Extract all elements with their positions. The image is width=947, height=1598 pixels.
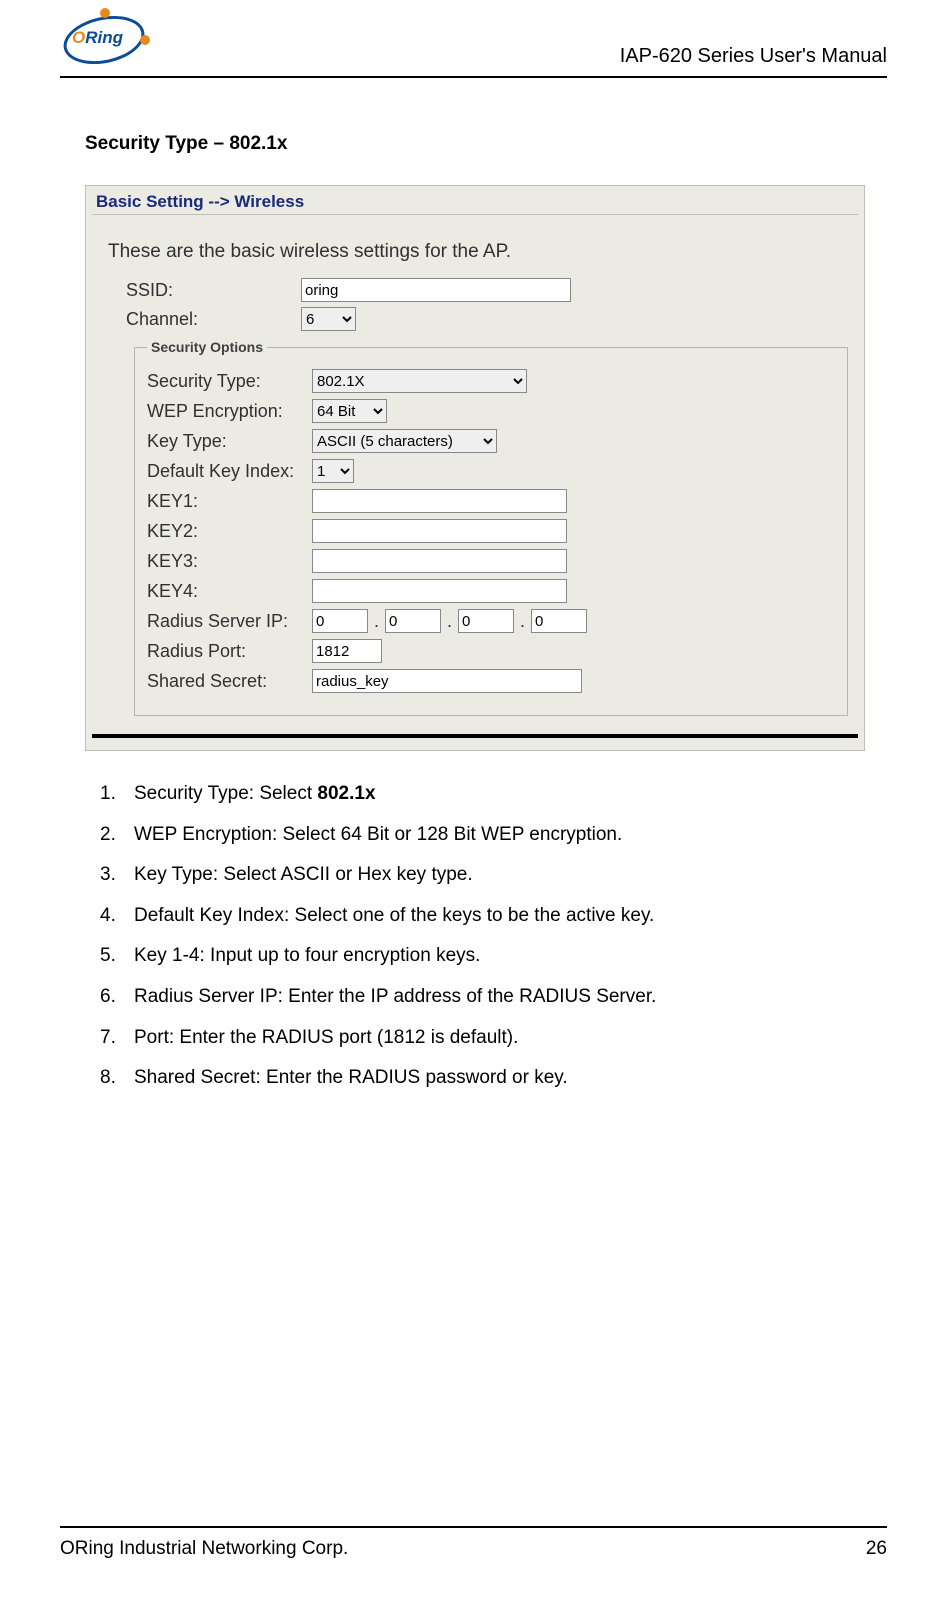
- radius-port-input[interactable]: [312, 639, 382, 663]
- instruction-number: 4.: [100, 903, 134, 930]
- instruction-number: 1.: [100, 781, 134, 808]
- breadcrumb: Basic Setting --> Wireless: [96, 192, 304, 211]
- default-key-index-select[interactable]: 1: [312, 459, 354, 483]
- channel-select[interactable]: 6: [301, 307, 356, 331]
- intro-text: These are the basic wireless settings fo…: [86, 215, 864, 273]
- key2-input[interactable]: [312, 519, 567, 543]
- ssid-input[interactable]: [301, 278, 571, 302]
- shared-secret-label: Shared Secret:: [147, 671, 312, 692]
- instruction-text: Shared Secret: Enter the RADIUS password…: [134, 1065, 568, 1092]
- instruction-text: WEP Encryption: Select 64 Bit or 128 Bit…: [134, 822, 622, 849]
- logo-text-o: O: [72, 28, 85, 47]
- instruction-text: Security Type: Select 802.1x: [134, 781, 376, 808]
- instruction-text: Port: Enter the RADIUS port (1812 is def…: [134, 1025, 518, 1052]
- instruction-item: 7.Port: Enter the RADIUS port (1812 is d…: [100, 1025, 887, 1052]
- instruction-item: 2.WEP Encryption: Select 64 Bit or 128 B…: [100, 822, 887, 849]
- instruction-number: 5.: [100, 943, 134, 970]
- radius-ip-oct1-input[interactable]: [312, 609, 368, 633]
- key2-label: KEY2:: [147, 521, 312, 542]
- ip-dot: .: [514, 611, 531, 632]
- ip-dot: .: [441, 611, 458, 632]
- instruction-text: Key 1-4: Input up to four encryption key…: [134, 943, 480, 970]
- security-type-select[interactable]: 802.1X: [312, 369, 527, 393]
- footer-page-number: 26: [866, 1538, 887, 1560]
- security-type-label: Security Type:: [147, 371, 312, 392]
- instruction-item: 6.Radius Server IP: Enter the IP address…: [100, 984, 887, 1011]
- instruction-number: 2.: [100, 822, 134, 849]
- default-key-index-label: Default Key Index:: [147, 461, 312, 482]
- instructions-list: 1.Security Type: Select 802.1x2.WEP Encr…: [100, 781, 887, 1092]
- key3-input[interactable]: [312, 549, 567, 573]
- section-title: Security Type – 802.1x: [85, 133, 887, 155]
- footer-company: ORing Industrial Networking Corp.: [60, 1538, 348, 1560]
- instruction-item: 5.Key 1-4: Input up to four encryption k…: [100, 943, 887, 970]
- instruction-text: Key Type: Select ASCII or Hex key type.: [134, 862, 473, 889]
- instruction-number: 6.: [100, 984, 134, 1011]
- shared-secret-input[interactable]: [312, 669, 582, 693]
- radius-ip-oct3-input[interactable]: [458, 609, 514, 633]
- radius-ip-label: Radius Server IP:: [147, 611, 312, 632]
- key-type-select[interactable]: ASCII (5 characters): [312, 429, 497, 453]
- logo-text-ring: Ring: [85, 28, 123, 47]
- instruction-item: 8.Shared Secret: Enter the RADIUS passwo…: [100, 1065, 887, 1092]
- instruction-number: 7.: [100, 1025, 134, 1052]
- logo: ORing: [60, 10, 150, 70]
- page-footer: ORing Industrial Networking Corp. 26: [60, 1526, 887, 1560]
- security-fieldset: Security Options Security Type: 802.1X W…: [134, 339, 848, 716]
- instruction-item: 4.Default Key Index: Select one of the k…: [100, 903, 887, 930]
- ssid-label: SSID:: [126, 280, 301, 301]
- wep-encryption-label: WEP Encryption:: [147, 401, 312, 422]
- config-screenshot: Basic Setting --> Wireless These are the…: [85, 185, 865, 751]
- channel-label: Channel:: [126, 309, 301, 330]
- wep-encryption-select[interactable]: 64 Bit: [312, 399, 387, 423]
- instruction-item: 1.Security Type: Select 802.1x: [100, 781, 887, 808]
- key4-input[interactable]: [312, 579, 567, 603]
- key3-label: KEY3:: [147, 551, 312, 572]
- instruction-text: Default Key Index: Select one of the key…: [134, 903, 654, 930]
- ip-dot: .: [368, 611, 385, 632]
- divider-bar: [92, 734, 858, 738]
- instruction-text: Radius Server IP: Enter the IP address o…: [134, 984, 656, 1011]
- key1-label: KEY1:: [147, 491, 312, 512]
- security-legend: Security Options: [147, 339, 267, 355]
- manual-title: IAP-620 Series User's Manual: [620, 45, 887, 70]
- radius-ip-oct2-input[interactable]: [385, 609, 441, 633]
- instruction-number: 3.: [100, 862, 134, 889]
- radius-ip-oct4-input[interactable]: [531, 609, 587, 633]
- instruction-item: 3.Key Type: Select ASCII or Hex key type…: [100, 862, 887, 889]
- key4-label: KEY4:: [147, 581, 312, 602]
- instruction-number: 8.: [100, 1065, 134, 1092]
- key1-input[interactable]: [312, 489, 567, 513]
- radius-port-label: Radius Port:: [147, 641, 312, 662]
- page-header: ORing IAP-620 Series User's Manual: [60, 10, 887, 78]
- key-type-label: Key Type:: [147, 431, 312, 452]
